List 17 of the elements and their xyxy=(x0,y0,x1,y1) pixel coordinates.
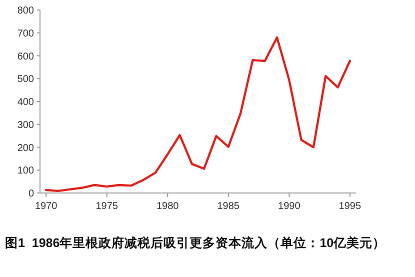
x-tick-label: 1995 xyxy=(338,201,362,212)
line-series xyxy=(44,36,352,192)
text: 图1 1986年里根政府减税后吸引更多资本流入（单位：10亿美元） xyxy=(5,235,386,250)
y-tick-label: 500 xyxy=(17,74,34,86)
y-tick-label: 200 xyxy=(17,142,34,154)
x-tick-label: 1990 xyxy=(278,201,301,212)
x-tick-label: 1980 xyxy=(156,201,180,212)
y-tick-label: 400 xyxy=(17,97,34,108)
y-tick-label: 100 xyxy=(17,166,34,177)
x-tick-label: 1975 xyxy=(96,201,118,212)
x-tick-label: 1970 xyxy=(34,201,58,212)
y-tick-label: 300 xyxy=(17,120,34,131)
x-tick-label: 1985 xyxy=(217,201,240,212)
y-tick-label: 800 xyxy=(17,6,34,16)
y-tick-label: 0 xyxy=(28,188,34,200)
y-tick-label: 600 xyxy=(17,51,34,62)
y-tick-label: 700 xyxy=(17,28,34,40)
